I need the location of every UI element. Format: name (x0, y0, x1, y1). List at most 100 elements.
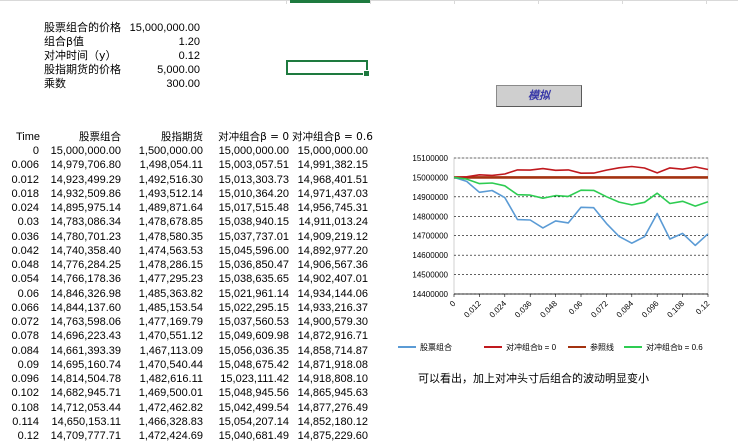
table-cell[interactable]: 15,022,295.15 (218, 301, 289, 314)
table-cell[interactable]: 14,682,945.71 (50, 387, 121, 400)
table-cell[interactable]: 1,466,328.83 (138, 415, 203, 428)
table-cell[interactable]: 14,871,918.08 (297, 358, 368, 371)
table-cell[interactable]: 14,763,598.06 (50, 316, 121, 328)
selected-cell[interactable] (286, 60, 370, 77)
table-cell[interactable]: 0.102 (11, 387, 39, 400)
fill-handle[interactable] (363, 70, 370, 77)
table-cell[interactable]: 15,038,940.15 (218, 216, 289, 229)
table-cell[interactable]: 1,472,424.69 (138, 430, 203, 442)
table-cell[interactable]: 15,000,000.00 (297, 145, 368, 157)
table-cell[interactable]: 1,493,512.14 (138, 187, 203, 200)
table-cell[interactable]: 15,036,850.47 (218, 259, 289, 271)
table-cell[interactable]: 15,038,635.65 (218, 273, 289, 286)
table-cell[interactable]: 15,023,111.42 (220, 373, 289, 385)
table-cell[interactable]: 14,934,144.06 (297, 287, 368, 300)
table-cell[interactable]: 14,696,223.43 (50, 330, 121, 343)
table-cell[interactable]: 0.096 (11, 373, 39, 385)
table-cell[interactable]: 0.012 (11, 173, 39, 186)
param-value[interactable]: 5,000.00 (157, 64, 200, 76)
table-cell[interactable]: 14,766,178.36 (50, 273, 121, 286)
table-cell[interactable]: 14,892,977.20 (297, 244, 368, 257)
table-cell[interactable]: 15,010,364.20 (218, 187, 289, 200)
table-cell[interactable]: 15,042,499.54 (218, 401, 289, 414)
table-cell[interactable]: 0.066 (11, 301, 39, 314)
table-cell[interactable]: 1,472,462.82 (138, 401, 203, 414)
table-cell[interactable]: 14,895,975.14 (50, 202, 121, 214)
table-cell[interactable]: 15,000,000.00 (218, 145, 289, 157)
table-cell[interactable]: 1,477,169.79 (138, 316, 203, 328)
table-cell[interactable]: 15,017,515.48 (218, 202, 289, 214)
table-cell[interactable]: 14,776,284.25 (50, 259, 121, 271)
table-cell[interactable]: 0.024 (11, 202, 39, 214)
table-cell[interactable]: 14,900,579.30 (297, 316, 368, 328)
table-cell[interactable]: 14,846,326.98 (50, 287, 121, 300)
table-cell[interactable]: 1,474,563.53 (138, 244, 203, 257)
table-cell[interactable]: 0.03 (17, 216, 39, 229)
table-cell[interactable]: 1,485,153.54 (138, 301, 203, 314)
table-cell[interactable]: 0.078 (11, 330, 39, 343)
table-cell[interactable]: 1,478,286.15 (138, 259, 203, 271)
table-cell[interactable]: 0.114 (12, 415, 39, 428)
table-cell[interactable]: 0.06 (17, 287, 39, 300)
table-cell[interactable]: 14,956,745.31 (297, 202, 368, 214)
table-cell[interactable]: 1,470,551.12 (138, 330, 203, 343)
table-cell[interactable]: 14,918,808.10 (297, 373, 368, 385)
table-cell[interactable]: 1,467,113.09 (139, 344, 203, 357)
table-cell[interactable]: 15,054,207.14 (218, 415, 289, 428)
table-cell[interactable]: 0.018 (11, 187, 39, 200)
table-cell[interactable]: 14,661,393.39 (50, 344, 121, 357)
table-cell[interactable]: 0.054 (11, 273, 39, 286)
table-cell[interactable]: 1,489,871.64 (138, 202, 203, 214)
table-cell[interactable]: 0.042 (11, 244, 39, 257)
table-cell[interactable]: 14,852,180.12 (297, 415, 368, 428)
table-cell[interactable]: 14,712,053.44 (50, 401, 121, 414)
table-cell[interactable]: 14,909,219.12 (297, 230, 368, 243)
param-value[interactable]: 1.20 (178, 36, 200, 48)
table-cell[interactable]: 1,500,000.00 (138, 145, 203, 157)
table-cell[interactable]: 14,844,137.60 (50, 301, 121, 314)
table-cell[interactable]: 0.072 (11, 316, 39, 328)
table-cell[interactable]: 14,923,499.29 (50, 173, 121, 186)
table-cell[interactable]: 1,482,616.11 (139, 373, 203, 385)
table-cell[interactable]: 1,485,363.82 (138, 287, 203, 300)
table-cell[interactable]: 14,740,358.40 (50, 244, 121, 257)
table-cell[interactable]: 14,968,401.51 (297, 173, 368, 186)
table-cell[interactable]: 14,865,945.63 (297, 387, 368, 400)
table-cell[interactable]: 15,003,057.51 (218, 159, 289, 172)
table-cell[interactable]: 1,469,500.01 (138, 387, 203, 400)
param-value[interactable]: 300.00 (166, 78, 200, 90)
table-cell[interactable]: 1,478,678.85 (138, 216, 203, 229)
table-cell[interactable]: 15,048,945.56 (218, 387, 289, 400)
table-cell[interactable]: 0.12 (17, 430, 39, 442)
table-cell[interactable]: 15,056,036.35 (218, 344, 289, 357)
table-cell[interactable]: 14,902,407.01 (297, 273, 368, 286)
table-cell[interactable]: 0.036 (11, 230, 39, 243)
table-cell[interactable]: 14,650,153.11 (51, 415, 121, 428)
table-cell[interactable]: 14,709,777.71 (50, 430, 121, 442)
table-cell[interactable]: 1,477,295.23 (138, 273, 203, 286)
table-cell[interactable]: 14,932,509.86 (50, 187, 121, 200)
table-cell[interactable]: 0.108 (11, 401, 39, 414)
table-cell[interactable]: 14,875,229.60 (297, 430, 368, 442)
simulate-button[interactable]: 模拟 (496, 85, 582, 107)
table-cell[interactable]: 0.048 (11, 259, 39, 271)
table-cell[interactable]: 0.084 (11, 344, 39, 357)
table-cell[interactable]: 14,877,276.49 (297, 401, 368, 414)
table-cell[interactable]: 14,933,216.37 (297, 301, 368, 314)
table-cell[interactable]: 14,783,086.34 (50, 216, 121, 229)
table-cell[interactable]: 14,872,916.71 (297, 330, 368, 343)
table-cell[interactable]: 14,814,504.78 (50, 373, 121, 385)
table-cell[interactable]: 15,000,000.00 (50, 145, 121, 157)
table-cell[interactable]: 14,971,437.03 (297, 187, 368, 200)
table-cell[interactable]: 14,695,160.74 (50, 358, 121, 371)
table-cell[interactable]: 14,911,013.24 (298, 216, 368, 229)
table-cell[interactable]: 1,498,054.11 (139, 159, 203, 172)
table-cell[interactable]: 14,991,382.15 (297, 159, 368, 172)
table-cell[interactable]: 0.09 (17, 358, 39, 371)
table-cell[interactable]: 15,040,681.49 (218, 430, 289, 442)
table-cell[interactable]: 15,021,961.14 (218, 287, 289, 300)
param-value[interactable]: 0.12 (178, 50, 200, 62)
table-cell[interactable]: 0 (32, 145, 39, 157)
table-cell[interactable]: 1,478,580.35 (138, 230, 203, 243)
table-cell[interactable]: 14,858,714.87 (297, 344, 368, 357)
